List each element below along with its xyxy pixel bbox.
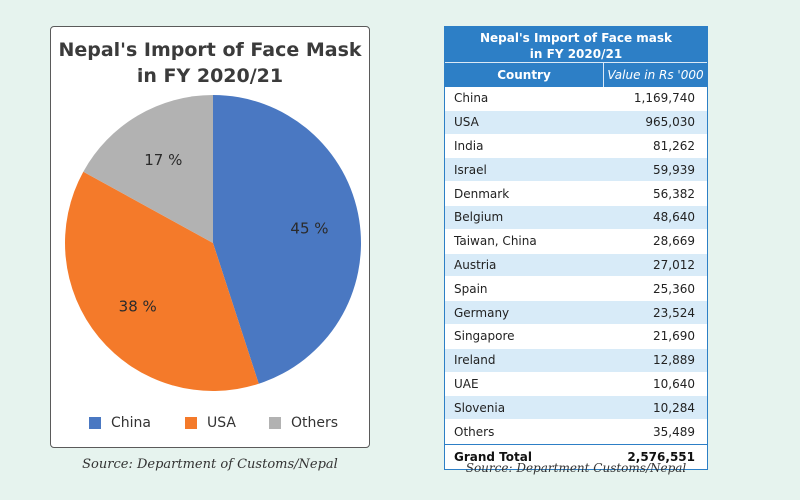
legend-label-others: Others bbox=[291, 415, 339, 431]
cell-value: 12,889 bbox=[653, 353, 695, 368]
cell-value: 10,640 bbox=[653, 376, 695, 391]
cell-country: Others bbox=[454, 424, 495, 439]
table-row: Denmark 56,382 bbox=[445, 182, 707, 206]
grand-total-label: Grand Total bbox=[454, 449, 532, 464]
pie-title-line2: in FY 2020/21 bbox=[136, 65, 284, 87]
pie-chart-title: Nepal's Import of Face Mask in FY 2020/2… bbox=[51, 37, 369, 89]
legend-label-usa: USA bbox=[207, 415, 236, 431]
legend-item-china: China bbox=[89, 415, 151, 431]
cell-country: China bbox=[454, 91, 489, 106]
table-title: Nepal's Import of Face mask in FY 2020/2… bbox=[445, 27, 707, 62]
cell-country: Germany bbox=[454, 305, 510, 320]
cell-country: Singapore bbox=[454, 329, 515, 344]
table-row: China 1,169,740 bbox=[445, 87, 707, 111]
cell-value: 25,360 bbox=[653, 281, 695, 296]
cell-country: Taiwan, China bbox=[454, 234, 537, 249]
pie-label-others: 17 % bbox=[144, 151, 182, 169]
table-row: Belgium 48,640 bbox=[445, 205, 707, 230]
cell-country: USA bbox=[454, 115, 479, 130]
cell-value: 81,262 bbox=[653, 138, 695, 153]
cell-value: 21,690 bbox=[653, 329, 695, 344]
legend-item-others: Others bbox=[269, 415, 338, 431]
cell-country: Belgium bbox=[454, 210, 504, 225]
table-row: Others 35,489 bbox=[445, 420, 707, 444]
pie-legend: China USA Others bbox=[51, 415, 369, 435]
table-title-line1: Nepal's Import of Face mask bbox=[480, 31, 672, 45]
legend-swatch-usa bbox=[185, 417, 197, 429]
pie-slice-usa bbox=[64, 171, 259, 392]
table-row: Ireland 12,889 bbox=[445, 348, 707, 373]
legend-item-usa: USA bbox=[185, 415, 236, 431]
cell-value: 23,524 bbox=[653, 305, 695, 320]
import-table: Nepal's Import of Face mask in FY 2020/2… bbox=[444, 26, 708, 470]
table-body: China 1,169,740 USA 965,030 India 81,262 Israe… bbox=[445, 87, 707, 444]
table-row: Israel 59,939 bbox=[445, 158, 707, 183]
pie-slice-china bbox=[213, 95, 361, 384]
table-row: India 81,262 bbox=[445, 134, 707, 159]
pie-chart-source: Source: Department of Customs/Nepal bbox=[82, 457, 338, 472]
cell-value: 59,939 bbox=[653, 162, 695, 177]
cell-country: Denmark bbox=[454, 186, 510, 201]
cell-country: India bbox=[454, 138, 484, 153]
cell-country: Spain bbox=[454, 281, 488, 296]
pie-slice-others bbox=[83, 95, 213, 243]
table-row: Austria 27,012 bbox=[445, 253, 707, 278]
cell-country: Israel bbox=[454, 162, 487, 177]
table-source: Source: Department Customs/Nepal bbox=[465, 461, 687, 475]
table-title-line2: in FY 2020/21 bbox=[529, 47, 623, 61]
legend-swatch-others bbox=[269, 417, 281, 429]
legend-swatch-china bbox=[89, 417, 101, 429]
cell-value: 28,669 bbox=[653, 234, 695, 249]
pie-title-line1: Nepal's Import of Face Mask bbox=[58, 39, 362, 61]
table-row: UAE 10,640 bbox=[445, 372, 707, 397]
column-header-country: Country bbox=[445, 63, 604, 87]
cell-value: 56,382 bbox=[653, 186, 695, 201]
grand-total-row: Grand Total 2,576,551 bbox=[445, 443, 707, 469]
cell-value: 48,640 bbox=[653, 210, 695, 225]
cell-value: 1,169,740 bbox=[633, 91, 695, 106]
table-row: Singapore 21,690 bbox=[445, 324, 707, 349]
pie-chart: 45 % 38 % 17 % bbox=[64, 95, 361, 392]
pie-label-usa: 38 % bbox=[119, 297, 157, 315]
table-row: USA 965,030 bbox=[445, 110, 707, 135]
cell-value: 965,030 bbox=[645, 115, 695, 130]
cell-value: 10,284 bbox=[653, 400, 695, 415]
pie-chart-panel: Nepal's Import of Face Mask in FY 2020/2… bbox=[50, 26, 370, 448]
column-header-value: Value in Rs '000 bbox=[607, 68, 704, 82]
legend-label-china: China bbox=[111, 415, 151, 431]
table-row: Germany 23,524 bbox=[445, 301, 707, 325]
pie-label-china: 45 % bbox=[290, 220, 328, 238]
cell-country: Slovenia bbox=[454, 400, 506, 415]
cell-value: 27,012 bbox=[653, 257, 695, 272]
cell-value: 35,489 bbox=[653, 424, 695, 439]
table-header-row: Country Value in Rs '000 bbox=[445, 62, 707, 87]
cell-country: Ireland bbox=[454, 353, 496, 368]
table-row: Taiwan, China 28,669 bbox=[445, 229, 707, 254]
grand-total-value: 2,576,551 bbox=[627, 449, 695, 464]
cell-country: UAE bbox=[454, 376, 479, 391]
cell-country: Austria bbox=[454, 257, 497, 272]
table-row: Spain 25,360 bbox=[445, 277, 707, 302]
table-row: Slovenia 10,284 bbox=[445, 396, 707, 421]
